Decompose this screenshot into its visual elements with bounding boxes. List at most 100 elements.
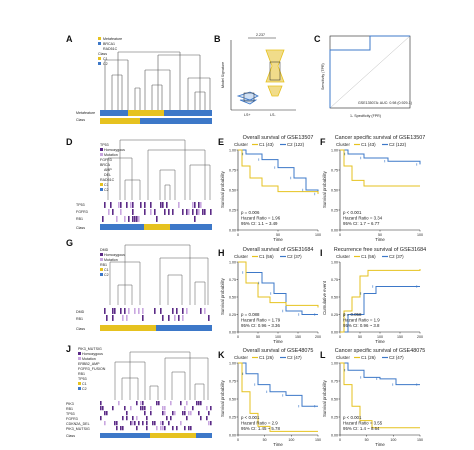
legend-swatch [100, 183, 103, 186]
confidence-interval: 95% CI: 0.96 ~ 3.36 [241, 323, 280, 328]
mutation-cell [144, 202, 146, 208]
mutation-cell [122, 426, 124, 431]
legend-swatch [78, 357, 81, 360]
y-tick-label: 0.25 [229, 313, 236, 317]
panel-label-b: B [214, 34, 221, 44]
mutation-cell [150, 411, 152, 416]
mutation-cell [196, 209, 198, 215]
panel-j: J PIK3_MUTSIG Homozygous Mutation ERBB2_… [66, 344, 212, 438]
mutation-cell [132, 216, 134, 222]
mutation-cell [160, 426, 162, 431]
mutation-cell [172, 209, 174, 215]
y-tick-label: 0.25 [229, 415, 236, 419]
mutation-cell [126, 411, 128, 416]
mutation-cell [186, 209, 188, 215]
panel-label-g: G [66, 238, 73, 248]
panel-label-i: I [320, 248, 323, 258]
mutation-cell [150, 202, 152, 208]
mutation-cell [162, 406, 164, 411]
row-label: TP53 [76, 203, 85, 207]
y-tick-label: 1.00 [229, 361, 236, 365]
mutation-cell [126, 202, 128, 208]
mutation-cell [104, 202, 106, 208]
mutation-cell [138, 308, 140, 314]
km-curve-c2 [238, 149, 319, 194]
x-tick-label: 50 [365, 438, 369, 442]
legend-swatch [78, 352, 81, 355]
mutation-cell [130, 202, 132, 208]
x-tick-label: 0 [339, 233, 341, 237]
mutation-cell [194, 202, 196, 208]
km-curve-c1 [340, 362, 420, 429]
mutation-cell [166, 416, 168, 421]
mutation-cell [100, 406, 102, 411]
x-axis-label: Time [375, 237, 385, 242]
annotation-bar [100, 325, 156, 331]
km-title: Recurrence free survival of GSE31684 [334, 247, 426, 253]
y-tick-label: 0.00 [331, 433, 338, 437]
panel-d-legend: TP53 Homozygous Mutation FGFR3 BRCA AMP … [100, 143, 125, 192]
mutation-cell [174, 315, 176, 321]
panel-i: I Recurrence free survival of GSE31684Clu… [320, 247, 426, 344]
legend-swatch [100, 148, 103, 151]
x-axis-label: Time [375, 442, 385, 447]
hazard-ratio: Hazard Ratio = 2.9 [241, 421, 278, 426]
km-curve-c1 [340, 149, 420, 187]
y-axis-label: Cumulative event [322, 280, 327, 315]
km-curve-c1 [238, 149, 319, 194]
legend-text: FGFR3_FUSION [78, 367, 106, 371]
violin-ls-minus [265, 49, 285, 97]
mutation-cell [200, 202, 202, 208]
legend-c2: C2 (122) [287, 142, 305, 147]
x-tick-label: 50 [378, 233, 382, 237]
legend-text: BRCA1 [103, 42, 115, 46]
mutation-cell [196, 401, 198, 406]
legend-title: Cluster [336, 142, 350, 147]
y-axis-label: Survival probability [322, 170, 327, 208]
legend-text: C1 [82, 382, 87, 386]
annotation-bar [196, 433, 212, 438]
legend-swatch [100, 153, 103, 156]
panel-label-l: L [320, 350, 326, 360]
mutation-cell [142, 315, 144, 321]
km-title: Overall survival of GSE13507 [243, 135, 314, 141]
panel-b: B Model Signature 2.237 LS+ LS- [214, 33, 296, 117]
y-tick-label: 0.50 [229, 295, 236, 299]
panel-label-h: H [218, 248, 225, 258]
legend-text: Mutation [104, 258, 118, 262]
legend-c1: C1 (43) [259, 142, 274, 147]
y-tick-label: 0.75 [331, 278, 338, 282]
x-axis-label: Time [273, 339, 283, 344]
mutation-cell [172, 411, 174, 416]
km-curve-c1 [340, 269, 421, 333]
mutation-cell [124, 308, 126, 314]
row-label: TP53 [66, 412, 75, 416]
panel-label-c: C [314, 34, 321, 44]
mutation-cell [160, 308, 162, 314]
mutation-cell [208, 411, 210, 416]
legend-text: C2 [82, 387, 87, 391]
mutation-cell [158, 401, 160, 406]
y-tick-label: 0.25 [331, 208, 338, 212]
mutation-cell [192, 209, 194, 215]
x-tick-label: 100 [417, 233, 423, 237]
annotation-bar [100, 224, 144, 230]
mutation-cell [198, 401, 200, 406]
mutation-cell [182, 315, 184, 321]
mutation-cell [104, 421, 106, 426]
mutation-cell [156, 401, 158, 406]
mutation-cell [120, 202, 122, 208]
p-value: 2.237 [256, 33, 265, 37]
y-tick-label: 0.00 [229, 330, 236, 334]
legend-swatch [78, 387, 81, 390]
legend-text: C2 [104, 188, 109, 192]
mutation-cell [112, 315, 114, 321]
legend-c2: C2 (47) [287, 355, 302, 360]
mutation-cell [188, 209, 190, 215]
legend-text: RAD51C [103, 47, 118, 51]
x-tick-label: 50 [276, 233, 280, 237]
mutation-cell [176, 426, 178, 431]
hazard-ratio: Hazard Ratio = 1.96 [241, 216, 281, 221]
mutation-cell [184, 411, 186, 416]
row-label: Class [76, 118, 85, 122]
